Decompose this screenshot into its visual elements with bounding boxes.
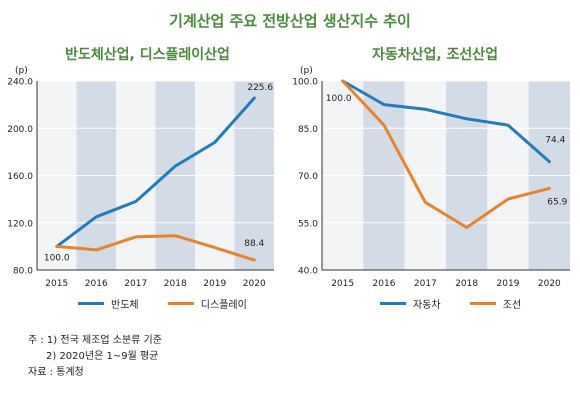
y-tick-label: 40.0 — [298, 267, 318, 277]
y-tick-label: 160.0 — [7, 172, 33, 182]
y-tick-label: 85.0 — [298, 125, 318, 135]
x-tick-label: 2015 — [45, 279, 68, 289]
y-tick-label: 200.0 — [7, 125, 33, 135]
x-tick-label: 2019 — [203, 279, 226, 289]
legend-item: 디스플레이 — [167, 296, 247, 311]
legend-item: 반도체 — [78, 296, 139, 311]
footnotes: 주 : 1) 전국 제조업 소분류 기준 2) 2020년은 1~9월 평균 자… — [28, 333, 162, 381]
right-chart-title: 자동차산업, 조선산업 — [371, 47, 499, 63]
legend-swatch — [167, 302, 194, 305]
data-label: 225.6 — [247, 83, 273, 93]
series-line-primary — [341, 79, 551, 164]
series-line-secondary — [55, 234, 256, 262]
legend-label: 자동차 — [413, 300, 441, 311]
data-label: 100.0 — [44, 253, 70, 263]
x-tick-label: 2016 — [373, 279, 396, 289]
legend-label: 반도체 — [111, 300, 139, 311]
left-chart-title: 반도체산업, 디스플레이산업 — [65, 47, 230, 63]
y-tick-label: 120.0 — [7, 219, 33, 229]
legend-swatch — [78, 302, 104, 305]
data-label: 65.9 — [547, 197, 567, 207]
main-title: 기계산업 주요 전방산업 생산지수 추이 — [169, 12, 411, 30]
y-tick-label: 55.0 — [298, 219, 318, 229]
x-tick-label: 2020 — [243, 279, 266, 289]
y-axis-unit: (p) — [15, 66, 28, 76]
x-tick-label: 2017 — [124, 279, 147, 289]
x-tick-label: 2016 — [85, 279, 108, 289]
series-line-secondary — [341, 79, 551, 229]
x-tick-label: 2017 — [414, 279, 437, 289]
legend-swatch — [469, 302, 496, 305]
note-line: 주 : 1) 전국 제조업 소분류 기준 — [28, 335, 162, 346]
note-line: 자료 : 통계청 — [28, 367, 84, 378]
legend-swatch — [380, 302, 406, 305]
data-label: 74.4 — [545, 136, 565, 146]
right-legend: 자동차 조선 — [380, 296, 547, 311]
x-tick-label: 2019 — [497, 279, 520, 289]
note-line: 2) 2020년은 1~9월 평균 — [46, 351, 159, 362]
x-tick-label: 2020 — [538, 279, 561, 289]
legend-label: 디스플레이 — [200, 300, 247, 311]
legend-item: 자동차 — [380, 296, 441, 311]
y-tick-label: 80.0 — [13, 267, 33, 277]
legend-item: 조선 — [469, 296, 522, 311]
legend-label: 조선 — [502, 300, 522, 311]
y-tick-label: 70.0 — [298, 172, 318, 182]
data-label: 88.4 — [244, 239, 264, 249]
left-legend: 반도체 디스플레이 — [78, 296, 273, 311]
y-tick-label: 100.0 — [292, 78, 318, 88]
series-line-primary — [55, 96, 256, 248]
x-tick-label: 2018 — [455, 279, 478, 289]
y-tick-label: 240.0 — [7, 78, 33, 88]
x-tick-label: 2018 — [164, 279, 187, 289]
y-axis-unit: (p) — [300, 66, 313, 76]
x-tick-label: 2015 — [331, 279, 354, 289]
data-label: 100.0 — [326, 94, 352, 104]
